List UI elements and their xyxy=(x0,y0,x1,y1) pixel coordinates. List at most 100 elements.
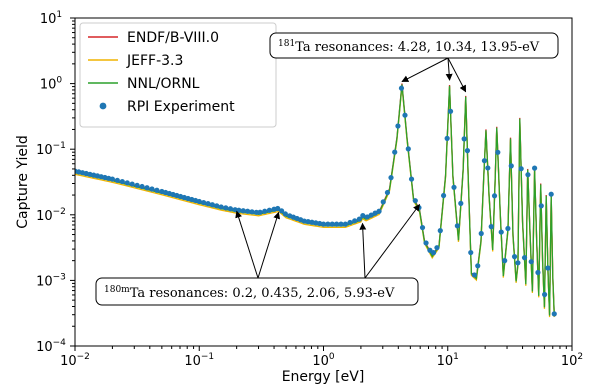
data-point xyxy=(405,146,411,152)
data-point xyxy=(329,221,335,227)
data-point xyxy=(451,184,457,190)
data-point xyxy=(380,199,386,205)
data-point xyxy=(372,210,378,216)
data-point xyxy=(275,205,281,212)
data-point xyxy=(124,180,130,186)
data-point xyxy=(505,225,511,232)
y-axis-label: Capture Yield xyxy=(15,135,31,228)
series-rpi-experiment xyxy=(75,85,557,317)
data-point xyxy=(262,208,268,214)
legend-label: JEFF-3.3 xyxy=(126,53,183,69)
data-point xyxy=(278,208,285,214)
data-point xyxy=(521,255,528,261)
data-point xyxy=(447,108,454,114)
data-point xyxy=(518,166,524,172)
data-point xyxy=(495,149,501,155)
annotation-arrow xyxy=(257,211,281,279)
data-point xyxy=(481,158,488,164)
y-tick-label: 101 xyxy=(40,10,62,27)
data-point xyxy=(398,85,405,91)
annotation-arrow xyxy=(447,57,467,93)
data-point xyxy=(376,208,382,214)
y-tick-label: 10−3 xyxy=(36,272,66,289)
data-point xyxy=(342,221,348,227)
data-point xyxy=(464,148,471,154)
legend-box xyxy=(79,22,277,128)
data-point xyxy=(129,181,135,187)
annotation-arrow xyxy=(235,210,259,279)
data-point xyxy=(352,218,358,224)
data-point xyxy=(434,245,440,251)
annotation-text: 181Ta resonances: 4.28, 10.34, 13.95-eV xyxy=(278,39,540,55)
data-point xyxy=(454,223,460,229)
data-point xyxy=(214,203,220,209)
y-tick-label: 10−4 xyxy=(36,338,66,355)
data-point xyxy=(502,258,508,264)
x-tick-label: 10−2 xyxy=(60,352,90,369)
data-point xyxy=(408,176,415,182)
data-point xyxy=(485,165,491,171)
data-point xyxy=(471,272,477,278)
data-point xyxy=(388,175,394,181)
data-point xyxy=(461,136,467,142)
data-point xyxy=(209,202,215,208)
data-point xyxy=(227,206,234,212)
data-point xyxy=(430,250,437,256)
data-point xyxy=(427,247,433,253)
data-point xyxy=(309,219,315,225)
data-point xyxy=(458,200,464,206)
data-point xyxy=(301,218,307,224)
legend-item: ENDF/B-VIII.0 xyxy=(88,30,219,46)
data-point xyxy=(525,172,531,178)
data-point xyxy=(444,135,450,141)
annotation-arrow xyxy=(359,222,367,279)
data-point xyxy=(437,228,443,234)
data-point xyxy=(511,254,518,260)
data-point xyxy=(149,186,155,192)
y-tick-label: 100 xyxy=(40,76,63,93)
legend-swatch xyxy=(99,102,107,110)
data-point xyxy=(395,123,401,129)
data-point xyxy=(317,220,323,227)
annotation-text: 180mTa resonances: 0.2, 0.435, 2.06, 5.9… xyxy=(104,285,395,301)
annotation-ta181: 181Ta resonances: 4.28, 10.34, 13.95-eV xyxy=(269,32,559,93)
data-point xyxy=(412,198,418,204)
annotation-box xyxy=(269,32,559,59)
annotation-ta180m: 180mTa resonances: 0.2, 0.435, 2.06, 5.9… xyxy=(95,203,421,306)
x-tick-label: 102 xyxy=(561,352,583,369)
data-point xyxy=(119,178,125,185)
data-point xyxy=(244,208,251,214)
data-point xyxy=(491,193,498,199)
annotation-box xyxy=(95,277,419,306)
data-point xyxy=(548,191,554,197)
data-point xyxy=(144,185,150,191)
data-point xyxy=(154,187,160,193)
data-point xyxy=(532,165,538,171)
data-point xyxy=(402,112,408,118)
data-point xyxy=(240,208,246,214)
legend-item: JEFF-3.3 xyxy=(88,53,183,69)
data-point xyxy=(109,176,115,182)
annotation-layer: 181Ta resonances: 4.28, 10.34, 13.95-eV 1… xyxy=(95,32,559,306)
data-point xyxy=(440,192,447,199)
data-point xyxy=(249,209,255,215)
data-point xyxy=(478,230,484,237)
data-point xyxy=(139,183,145,190)
data-point xyxy=(498,229,504,235)
data-point xyxy=(205,201,211,207)
data-point xyxy=(266,207,272,213)
data-point xyxy=(475,263,481,269)
data-point xyxy=(528,259,534,265)
data-point xyxy=(313,220,319,226)
data-point xyxy=(325,221,331,227)
data-point xyxy=(488,224,494,230)
data-point xyxy=(360,213,366,219)
annotation-arrow xyxy=(401,57,449,83)
data-point xyxy=(384,189,391,196)
data-point xyxy=(334,221,340,227)
data-point xyxy=(223,205,229,211)
legend-label: RPI Experiment xyxy=(127,99,235,115)
data-point xyxy=(338,221,344,227)
legend-item: RPI Experiment xyxy=(99,99,235,115)
